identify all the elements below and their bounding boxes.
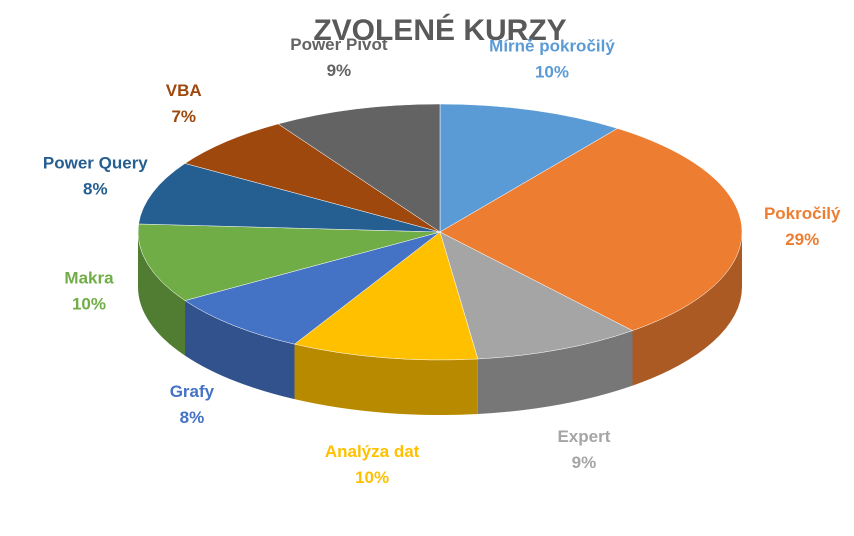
slice [439,128,743,331]
value-label: 9% [327,61,352,80]
value-label: 10% [72,294,106,313]
value-label: 29% [785,230,819,249]
value-label: 8% [180,408,205,427]
slice [439,103,619,233]
slice [184,231,441,345]
slice-side [185,300,295,400]
chart-title: ZVOLENÉ KURZY [313,13,566,47]
category-label: Pokročilý [764,204,841,223]
slice [184,123,441,233]
slice [137,223,441,301]
category-label: Power Pivot [290,35,388,54]
value-label: 7% [171,107,196,126]
category-label: Makra [64,268,114,287]
slice [439,231,634,360]
category-label: Mírně pokročilý [489,37,615,56]
category-label: Expert [557,427,610,446]
slice-side [138,232,186,356]
value-label: 10% [355,468,389,487]
category-label: Analýza dat [325,442,420,461]
value-label: 9% [572,453,597,472]
category-label: VBA [166,81,202,100]
slice [293,231,479,361]
slice [138,163,441,233]
category-label: Grafy [170,382,215,401]
category-label: Power Query [43,153,148,172]
slice-side [632,232,742,386]
slice-side [294,344,478,415]
value-label: 10% [535,63,569,82]
slice [277,103,441,233]
slice-side [477,330,633,414]
value-label: 8% [83,179,108,198]
